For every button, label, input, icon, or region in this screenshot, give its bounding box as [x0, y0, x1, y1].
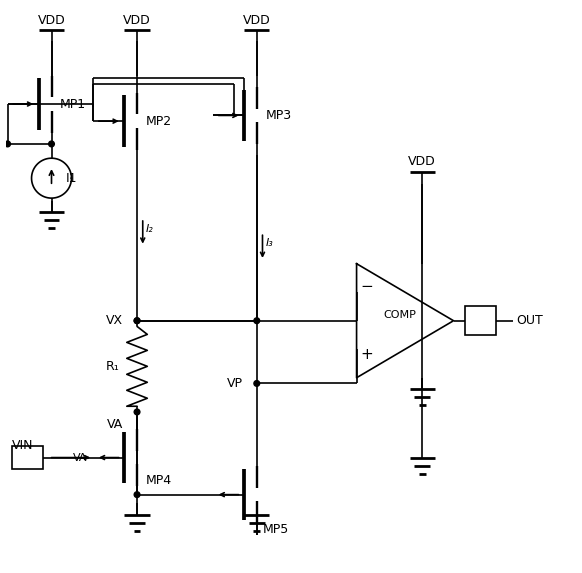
Text: VDD: VDD [38, 14, 65, 27]
Text: VA: VA [107, 418, 123, 431]
Text: MP2: MP2 [146, 115, 172, 128]
Text: −: − [360, 279, 373, 294]
Circle shape [254, 380, 260, 386]
Text: R₁: R₁ [106, 360, 120, 373]
Text: OUT: OUT [516, 314, 543, 327]
Text: VDD: VDD [243, 14, 271, 27]
Text: I₂: I₂ [146, 224, 153, 234]
Text: VP: VP [226, 377, 243, 390]
Text: I₃: I₃ [265, 238, 273, 248]
Text: VDD: VDD [123, 14, 151, 27]
Text: MP1: MP1 [60, 97, 86, 111]
Text: COMP: COMP [383, 310, 416, 320]
Circle shape [134, 318, 140, 324]
Text: MP3: MP3 [265, 109, 292, 122]
Text: VX: VX [106, 314, 123, 327]
Text: VIN: VIN [12, 439, 33, 452]
Circle shape [134, 409, 140, 415]
Circle shape [134, 318, 140, 324]
Text: VDD: VDD [409, 155, 436, 168]
Text: I1: I1 [66, 172, 77, 185]
Text: MP5: MP5 [262, 523, 289, 536]
Circle shape [134, 492, 140, 497]
Bar [465, 307, 496, 335]
Circle shape [5, 141, 10, 147]
Text: MP4: MP4 [146, 474, 172, 487]
Text: +: + [360, 347, 373, 363]
Bar [12, 446, 43, 469]
Circle shape [254, 318, 260, 324]
Circle shape [49, 141, 54, 147]
Text: VA: VA [73, 453, 87, 462]
